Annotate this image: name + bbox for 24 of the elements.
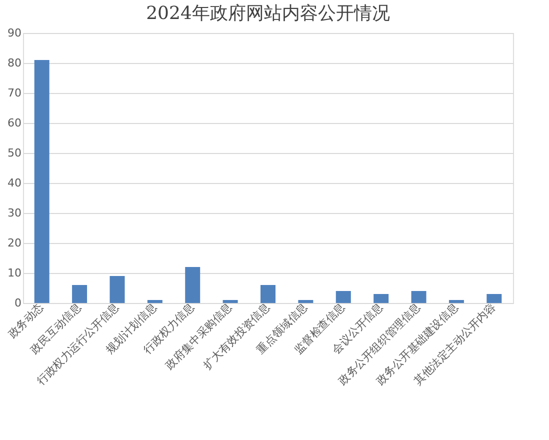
y-tick-label: 80 [8, 56, 22, 70]
bar [147, 300, 162, 303]
bar [411, 291, 426, 303]
bar [72, 285, 88, 303]
y-tick-label: 60 [8, 116, 22, 130]
y-tick-label: 40 [8, 176, 22, 190]
bar [336, 291, 351, 303]
y-tick-label: 30 [8, 206, 22, 220]
bar [486, 294, 502, 303]
bar [110, 276, 125, 303]
chart-title: 2024年政府网站内容公开情况 [146, 3, 390, 24]
y-tick-label: 90 [8, 26, 22, 40]
y-tick-label: 0 [14, 296, 22, 310]
bar [260, 285, 276, 303]
y-tick-label: 20 [8, 236, 22, 250]
bar [374, 294, 389, 303]
y-tick-label: 50 [8, 146, 22, 160]
bar [448, 300, 464, 303]
y-tick-label: 70 [8, 86, 22, 100]
y-tick-label: 10 [8, 266, 22, 280]
bar [185, 267, 200, 303]
bar [222, 300, 238, 303]
bar [298, 300, 314, 303]
bar [34, 60, 50, 303]
